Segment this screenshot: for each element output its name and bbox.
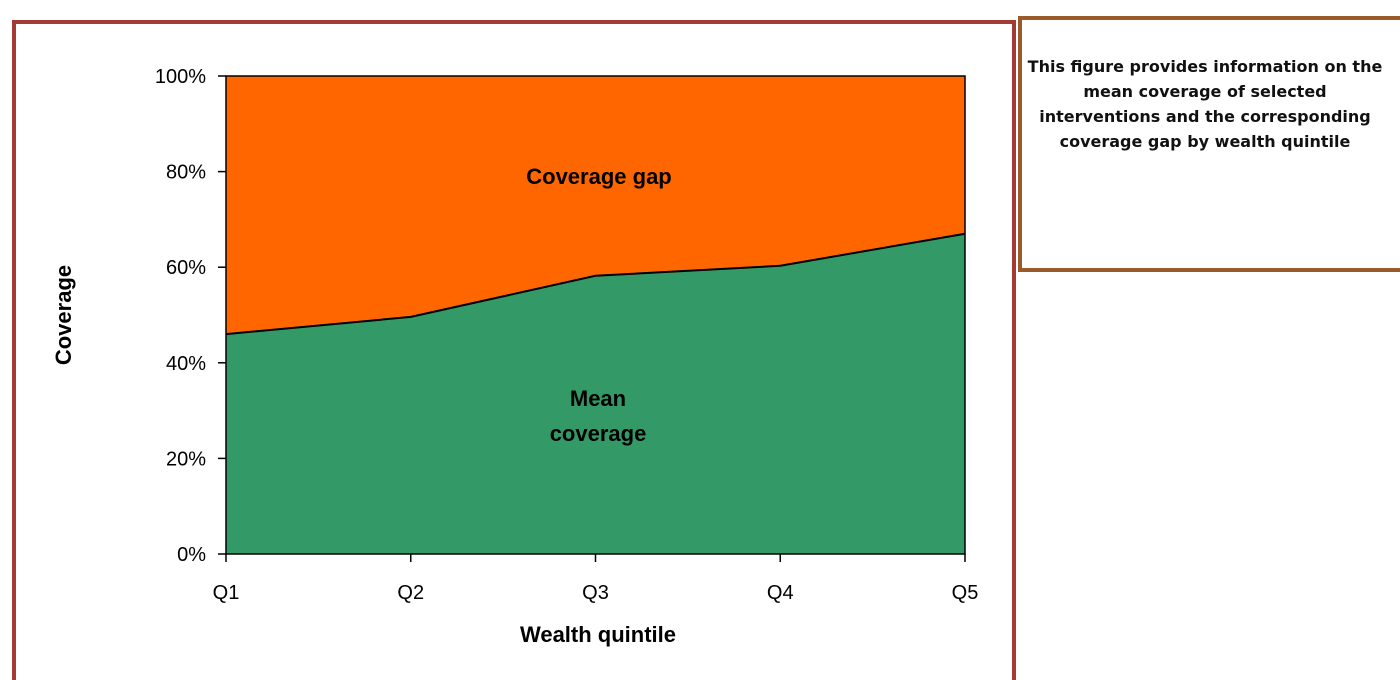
info-text: This figure provides information on the … — [1027, 57, 1383, 151]
y-tick-label: 20% — [166, 448, 206, 470]
x-axis-title: Wealth quintile — [520, 622, 676, 647]
coverage-gap-label: Coverage gap — [526, 164, 672, 189]
chart-frame: 0% 20% 40% 60% 80% 100% Q1 Q2 Q3 Q4 Q5 Coverage ga… — [12, 20, 1016, 680]
mean-coverage-area — [226, 233, 965, 555]
coverage-boundary-line — [225, 232, 966, 336]
coverage-area-chart: 0% 20% 40% 60% 80% 100% Q1 Q2 Q3 Q4 Q5 Coverage ga… — [51, 66, 979, 647]
axes: 0% 20% 40% 60% 80% 100% Q1 Q2 Q3 Q4 Q5 — [155, 66, 979, 604]
y-tick-label: 100% — [155, 66, 206, 88]
y-tick-label: 80% — [166, 162, 206, 184]
y-axis-title: Coverage — [51, 265, 76, 365]
x-tick-label: Q1 — [213, 582, 240, 604]
y-tick-label: 40% — [166, 353, 206, 375]
y-tick-label: 0% — [177, 544, 206, 566]
plot-area — [225, 75, 966, 555]
x-tick-label: Q3 — [582, 582, 609, 604]
x-tick-label: Q4 — [767, 582, 794, 604]
y-tick-label: 60% — [166, 257, 206, 279]
coverage-gap-area — [226, 76, 965, 335]
mean-coverage-label-line1: Mean — [570, 386, 626, 411]
info-box: This figure provides information on the … — [1018, 16, 1400, 272]
x-tick-label: Q5 — [952, 582, 979, 604]
x-tick-label: Q2 — [397, 582, 424, 604]
mean-coverage-label-line2: coverage — [550, 421, 647, 446]
